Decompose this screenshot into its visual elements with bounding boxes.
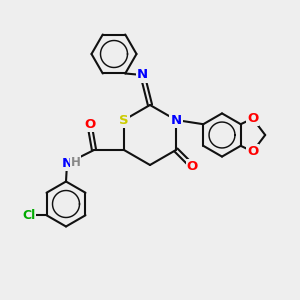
Text: N: N: [170, 113, 182, 127]
Text: N: N: [61, 157, 73, 170]
Text: S: S: [119, 113, 129, 127]
Text: Cl: Cl: [22, 209, 35, 222]
Text: N: N: [137, 68, 148, 82]
Text: O: O: [84, 118, 95, 131]
Text: O: O: [247, 112, 258, 125]
Text: H: H: [70, 155, 80, 169]
Text: O: O: [247, 145, 258, 158]
Text: O: O: [187, 160, 198, 173]
